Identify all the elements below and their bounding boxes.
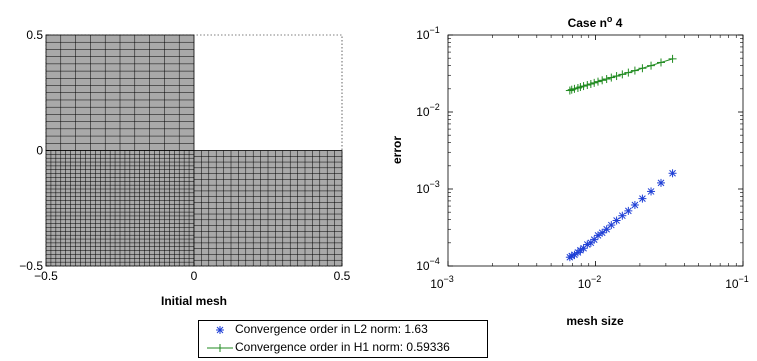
convergence-plot-frame: [447, 34, 744, 267]
mesh-x-axis-label: Initial mesh: [161, 294, 227, 308]
convergence-plot: 10−3 10−2 10−110−410−310−210−1 Case no 4 m…: [390, 14, 749, 328]
mesh-x-tick-label: 0.5: [334, 269, 351, 283]
mesh-region-upper-left: [45, 34, 195, 151]
plus-point: [583, 81, 592, 90]
star-marker-icon: [216, 326, 224, 334]
title-suffix: 4: [612, 16, 622, 30]
legend-entry-h1: Convergence order in H1 norm: 0.59336: [199, 339, 487, 357]
marker-stroke: [669, 169, 676, 177]
title-superscript: o: [607, 14, 613, 24]
plus-point: [598, 76, 607, 85]
plus-point: [567, 85, 576, 94]
plus-point: [647, 61, 656, 70]
series-h1: [565, 54, 677, 95]
star-point: [565, 253, 574, 262]
legend: Convergence order in L2 norm: 1.63 Conve…: [198, 320, 488, 358]
legend-label-l2: Convergence order in L2 norm: 1.63: [235, 322, 428, 336]
conv-y-tick-label: 10−3: [416, 179, 440, 196]
series-l2: [565, 169, 677, 262]
star-point: [618, 211, 627, 220]
plus-point: [638, 64, 647, 73]
convergence-axis-ticks: 10−3 10−2 10−110−410−310−210−1: [416, 25, 749, 291]
legend-entry-l2: Convergence order in L2 norm: 1.63: [199, 321, 487, 339]
star-point: [594, 231, 603, 240]
marker-stroke: [598, 229, 606, 237]
plus-point: [594, 77, 603, 86]
mesh-cells: [45, 34, 343, 267]
plus-point: [656, 58, 665, 67]
star-point: [630, 200, 639, 209]
plus-point: [624, 68, 633, 77]
plus-point: [586, 80, 595, 89]
marker-stroke: [647, 188, 655, 195]
star-point: [656, 178, 665, 187]
star-point: [638, 194, 647, 203]
mesh-x-tick-label: −0.5: [34, 269, 58, 283]
star-point: [668, 169, 677, 178]
plus-point: [618, 70, 627, 79]
plus-point: [602, 75, 611, 84]
plus-line-marker-icon: [207, 344, 233, 352]
conv-x-tick-label: 10−3: [430, 274, 454, 291]
convergence-series: [565, 54, 677, 262]
mesh-region-lower-left: [45, 150, 195, 267]
legend-label-h1: Convergence order in H1 norm: 0.59336: [235, 340, 450, 354]
star-point: [598, 228, 607, 237]
plus-point: [565, 86, 574, 95]
marker-stroke: [631, 201, 639, 209]
conv-x-tick-label: 10−2: [578, 274, 602, 291]
mesh-x-tick-label: 0: [191, 269, 198, 283]
plus-point: [607, 73, 616, 82]
plus-point: [612, 72, 621, 81]
mesh-y-tick-label: 0.5: [26, 28, 43, 42]
mesh-y-tick-label: −0.5: [19, 259, 43, 273]
plus-point: [668, 54, 677, 63]
conv-y-tick-label: 10−4: [416, 256, 440, 273]
star-point: [647, 187, 656, 196]
star-point: [624, 206, 633, 215]
plus-point: [590, 78, 599, 87]
marker-stroke: [657, 179, 665, 187]
convergence-x-axis-label: mesh size: [566, 314, 624, 328]
title-main: Case n: [568, 16, 607, 30]
plus-point: [573, 83, 582, 92]
plus-point: [630, 66, 639, 75]
convergence-y-axis-label: error: [390, 136, 404, 164]
marker-stroke: [618, 212, 626, 220]
mesh-plot: −0.5−0.5 0 0 0.5 0.5 Initial mesh: [19, 28, 350, 308]
mesh-axis-ticks: −0.5−0.5 0 0 0.5 0.5: [19, 28, 350, 283]
conv-y-tick-label: 10−1: [416, 25, 440, 42]
conv-y-tick-label: 10−2: [416, 102, 440, 119]
star-point: [602, 225, 611, 234]
mesh-region-lower-right: [193, 150, 343, 267]
mesh-y-tick-label: 0: [36, 144, 43, 158]
marker-stroke: [566, 253, 574, 261]
conv-x-tick-label: 10−1: [725, 274, 749, 291]
marker-stroke: [639, 195, 646, 202]
marker-stroke: [603, 225, 610, 233]
marker-stroke: [624, 207, 632, 215]
convergence-title: Case no 4: [568, 14, 623, 30]
